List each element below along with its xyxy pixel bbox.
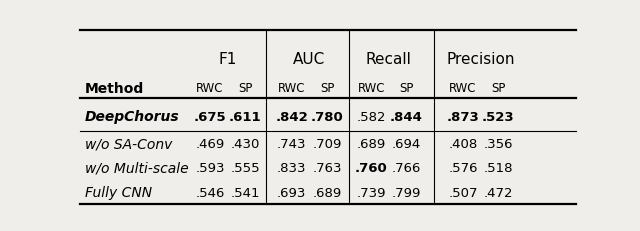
Text: .546: .546 [195, 186, 225, 199]
Text: SP: SP [491, 82, 506, 95]
Text: Precision: Precision [447, 52, 515, 67]
Text: .523: .523 [482, 110, 515, 123]
Text: .694: .694 [392, 138, 421, 151]
Text: .675: .675 [194, 110, 227, 123]
Text: .555: .555 [230, 162, 260, 175]
Text: .472: .472 [483, 186, 513, 199]
Text: .689: .689 [356, 138, 386, 151]
Text: RWC: RWC [357, 82, 385, 95]
Text: AUC: AUC [293, 52, 326, 67]
Text: DeepChorus: DeepChorus [85, 110, 180, 124]
Text: .766: .766 [392, 162, 421, 175]
Text: .356: .356 [483, 138, 513, 151]
Text: RWC: RWC [449, 82, 477, 95]
Text: .582: .582 [356, 110, 386, 123]
Text: .763: .763 [312, 162, 342, 175]
Text: .739: .739 [356, 186, 386, 199]
Text: F1: F1 [218, 52, 237, 67]
Text: .408: .408 [448, 138, 477, 151]
Text: .873: .873 [447, 110, 479, 123]
Text: .611: .611 [229, 110, 262, 123]
Text: w/o Multi-scale: w/o Multi-scale [85, 161, 189, 175]
Text: w/o SA-Conv: w/o SA-Conv [85, 137, 172, 151]
Text: .799: .799 [392, 186, 421, 199]
Text: RWC: RWC [196, 82, 224, 95]
Text: SP: SP [399, 82, 413, 95]
Text: .518: .518 [483, 162, 513, 175]
Text: .593: .593 [195, 162, 225, 175]
Text: Recall: Recall [366, 52, 412, 67]
Text: .842: .842 [275, 110, 308, 123]
Text: Fully CNN: Fully CNN [85, 185, 152, 199]
Text: .780: .780 [310, 110, 344, 123]
Text: .689: .689 [312, 186, 342, 199]
Text: .709: .709 [312, 138, 342, 151]
Text: .541: .541 [230, 186, 260, 199]
Text: .693: .693 [277, 186, 307, 199]
Text: SP: SP [238, 82, 252, 95]
Text: .469: .469 [195, 138, 225, 151]
Text: SP: SP [320, 82, 334, 95]
Text: Method: Method [85, 81, 144, 95]
Text: .576: .576 [448, 162, 477, 175]
Text: .833: .833 [277, 162, 307, 175]
Text: RWC: RWC [278, 82, 305, 95]
Text: .507: .507 [448, 186, 477, 199]
Text: .743: .743 [277, 138, 307, 151]
Text: .844: .844 [390, 110, 423, 123]
Text: .430: .430 [230, 138, 260, 151]
Text: .760: .760 [355, 162, 388, 175]
